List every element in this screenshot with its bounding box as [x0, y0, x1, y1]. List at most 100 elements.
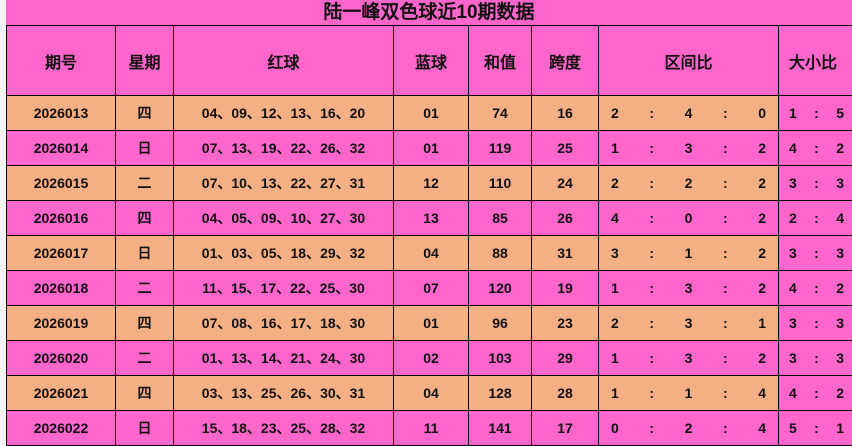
sum-cell: 119	[469, 131, 532, 166]
day-cell: 四	[116, 376, 174, 411]
ratio-sep: :	[723, 140, 728, 156]
sum-cell: 103	[469, 341, 532, 376]
size-ratio-cell: 1:5	[779, 96, 852, 131]
blue-ball-cell: 11	[394, 411, 469, 446]
span-cell: 16	[532, 96, 599, 131]
ratio-sep: :	[649, 140, 654, 156]
size-small: 4	[836, 210, 844, 226]
span-cell: 26	[532, 201, 599, 236]
zone-2: 1	[685, 245, 693, 261]
size-ratio-cell: 5:1	[779, 411, 852, 446]
sum-cell: 88	[469, 236, 532, 271]
day-cell: 四	[116, 201, 174, 236]
day-cell: 二	[116, 341, 174, 376]
zone-1: 0	[611, 420, 619, 436]
sum-cell: 85	[469, 201, 532, 236]
header-zone-ratio: 区间比	[599, 26, 779, 96]
blue-ball-cell: 01	[394, 306, 469, 341]
red-balls-cell: 01、03、05、18、29、32	[174, 236, 394, 271]
red-balls-cell: 04、05、09、10、27、30	[174, 201, 394, 236]
header-span: 跨度	[532, 26, 599, 96]
size-small: 3	[836, 350, 844, 366]
ratio-sep: :	[723, 245, 728, 261]
span-cell: 29	[532, 341, 599, 376]
zone-ratio-cell: 2:2:2	[599, 166, 779, 201]
ratio-sep: :	[723, 105, 728, 121]
ratio-sep: :	[814, 245, 819, 261]
zone-3: 1	[758, 315, 766, 331]
zone-1: 1	[611, 140, 619, 156]
header-size-ratio: 大小比	[779, 26, 852, 96]
size-small: 3	[836, 315, 844, 331]
issue-cell: 2026021	[7, 376, 116, 411]
issue-cell: 2026018	[7, 271, 116, 306]
day-cell: 四	[116, 96, 174, 131]
ratio-sep: :	[814, 175, 819, 191]
blue-ball-cell: 04	[394, 236, 469, 271]
size-big: 3	[789, 245, 797, 261]
red-balls-cell: 11、15、17、22、25、30	[174, 271, 394, 306]
ratio-sep: :	[723, 385, 728, 401]
size-small: 5	[836, 105, 844, 121]
zone-ratio-cell: 2:4:0	[599, 96, 779, 131]
zone-1: 1	[611, 385, 619, 401]
red-balls-cell: 15、18、23、25、28、32	[174, 411, 394, 446]
ratio-sep: :	[649, 420, 654, 436]
ratio-sep: :	[814, 315, 819, 331]
zone-2: 0	[685, 210, 693, 226]
header-red: 红球	[174, 26, 394, 96]
size-small: 2	[836, 385, 844, 401]
span-cell: 28	[532, 376, 599, 411]
issue-cell: 2026020	[7, 341, 116, 376]
ratio-sep: :	[723, 315, 728, 331]
red-balls-cell: 04、09、12、13、16、20	[174, 96, 394, 131]
blue-ball-cell: 12	[394, 166, 469, 201]
zone-2: 3	[685, 140, 693, 156]
header-sum: 和值	[469, 26, 532, 96]
zone-3: 4	[758, 385, 766, 401]
ratio-sep: :	[814, 420, 819, 436]
zone-1: 1	[611, 350, 619, 366]
zone-1: 1	[611, 280, 619, 296]
zone-2: 3	[685, 280, 693, 296]
zone-2: 1	[685, 385, 693, 401]
span-cell: 19	[532, 271, 599, 306]
issue-cell: 2026014	[7, 131, 116, 166]
day-cell: 四	[116, 306, 174, 341]
header-row: 期号 星期 红球 蓝球 和值 跨度 区间比 大小比	[7, 26, 852, 96]
ratio-sep: :	[814, 140, 819, 156]
sum-cell: 141	[469, 411, 532, 446]
size-ratio-cell: 4:2	[779, 376, 852, 411]
ratio-sep: :	[814, 350, 819, 366]
size-small: 3	[836, 245, 844, 261]
ratio-sep: :	[649, 245, 654, 261]
size-big: 2	[789, 210, 797, 226]
size-small: 2	[836, 280, 844, 296]
zone-1: 2	[611, 315, 619, 331]
zone-ratio-cell: 1:3:2	[599, 341, 779, 376]
ratio-sep: :	[723, 420, 728, 436]
zone-3: 2	[758, 245, 766, 261]
size-big: 3	[789, 315, 797, 331]
zone-2: 2	[685, 420, 693, 436]
table-title: 陆一峰双色球近10期数据	[6, 0, 852, 25]
issue-cell: 2026013	[7, 96, 116, 131]
zone-ratio-cell: 1:1:4	[599, 376, 779, 411]
day-cell: 日	[116, 131, 174, 166]
zone-ratio-cell: 1:3:2	[599, 271, 779, 306]
day-cell: 二	[116, 271, 174, 306]
span-cell: 23	[532, 306, 599, 341]
red-balls-cell: 01、13、14、21、24、30	[174, 341, 394, 376]
sum-cell: 96	[469, 306, 532, 341]
size-big: 4	[789, 280, 797, 296]
blue-ball-cell: 13	[394, 201, 469, 236]
issue-cell: 2026017	[7, 236, 116, 271]
size-ratio-cell: 2:4	[779, 201, 852, 236]
ratio-sep: :	[723, 350, 728, 366]
ratio-sep: :	[814, 385, 819, 401]
issue-cell: 2026019	[7, 306, 116, 341]
